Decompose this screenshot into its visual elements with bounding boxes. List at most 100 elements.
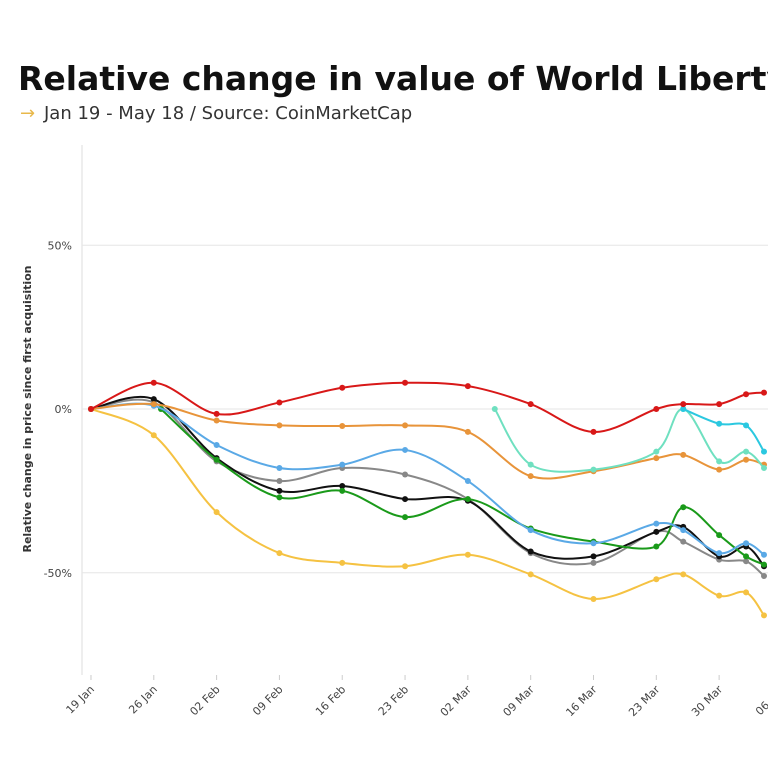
series-point xyxy=(680,571,687,578)
series-point xyxy=(716,401,723,408)
series-point xyxy=(761,612,767,619)
series-point xyxy=(590,428,597,435)
series-point xyxy=(761,448,767,455)
series-point xyxy=(213,442,220,449)
series-point xyxy=(402,422,409,429)
x-tick-label: 16 Feb xyxy=(313,683,348,718)
series-line xyxy=(493,408,765,473)
series-point xyxy=(276,494,283,501)
series-point xyxy=(276,399,283,406)
series-point xyxy=(464,496,471,503)
series-point xyxy=(491,406,498,412)
series-point xyxy=(716,592,723,599)
x-tick-label: 19 Jan xyxy=(64,683,98,717)
series-point xyxy=(150,432,157,439)
series-point xyxy=(150,396,157,403)
series-point xyxy=(276,478,283,485)
series-line xyxy=(90,402,765,480)
series-point xyxy=(213,417,220,424)
series-point xyxy=(716,532,723,539)
series-point xyxy=(527,461,534,468)
subtitle-arrow: → xyxy=(20,103,35,124)
series-point xyxy=(743,391,750,398)
series-point xyxy=(680,401,687,408)
series-point xyxy=(87,406,94,412)
series-point xyxy=(653,448,660,455)
series-point xyxy=(402,496,409,503)
series-point xyxy=(761,573,767,580)
series-line xyxy=(90,381,765,433)
series-point xyxy=(680,406,687,412)
series-point xyxy=(743,456,750,463)
series-point xyxy=(150,401,157,408)
series-point xyxy=(402,514,409,521)
series-point xyxy=(590,559,597,566)
series-point xyxy=(653,406,660,412)
y-tick-label: 50% xyxy=(48,239,72,252)
series-point xyxy=(680,527,687,534)
x-tick-label: 30 Mar xyxy=(689,683,726,720)
series-point xyxy=(680,504,687,511)
series-point xyxy=(761,561,767,568)
series-point xyxy=(213,509,220,516)
series-point xyxy=(761,464,767,471)
series-point xyxy=(716,420,723,427)
series-point xyxy=(590,466,597,473)
x-tick-label: 26 Jan xyxy=(126,683,160,717)
series-point xyxy=(590,540,597,547)
series-point xyxy=(527,527,534,534)
series-point xyxy=(680,451,687,458)
series-point xyxy=(761,551,767,558)
series-point xyxy=(339,384,346,391)
series-point xyxy=(743,448,750,455)
series-point xyxy=(276,487,283,494)
x-tick-label: 16 Mar xyxy=(563,683,600,720)
series-line xyxy=(682,408,765,453)
series-point xyxy=(150,379,157,386)
series-point xyxy=(716,458,723,465)
series-point xyxy=(653,543,660,550)
series-point xyxy=(464,428,471,435)
x-tick-label: 09 Mar xyxy=(501,683,538,720)
x-tick-label: 23 Mar xyxy=(626,683,663,720)
series-point xyxy=(402,471,409,478)
x-tick-label: 09 Feb xyxy=(250,683,285,718)
chart-title: Relative change in value of World Libert… xyxy=(18,59,768,98)
series-point xyxy=(527,401,534,408)
series-point xyxy=(276,464,283,471)
series-point xyxy=(716,550,723,557)
series-point xyxy=(527,548,534,555)
series-point xyxy=(527,473,534,480)
series-point xyxy=(339,487,346,494)
series-point xyxy=(653,520,660,527)
series-point xyxy=(339,482,346,489)
series-point xyxy=(339,461,346,468)
series-point xyxy=(402,446,409,453)
series-point xyxy=(213,456,220,463)
series-point xyxy=(590,553,597,560)
series-point xyxy=(464,551,471,558)
series-point xyxy=(743,422,750,429)
series-point xyxy=(680,538,687,545)
series-line xyxy=(160,408,765,566)
y-tick-label: -50% xyxy=(44,567,72,580)
y-axis-label: Relative change in price since first acq… xyxy=(21,265,34,552)
series-point xyxy=(653,576,660,583)
x-tick-label: 23 Feb xyxy=(376,683,411,718)
series-point xyxy=(743,540,750,547)
series-point xyxy=(339,559,346,566)
series-point xyxy=(743,558,750,565)
series-point xyxy=(527,571,534,578)
y-tick-label: 0% xyxy=(55,403,72,416)
series-point xyxy=(716,466,723,473)
series-point xyxy=(464,383,471,390)
series-point xyxy=(761,389,767,396)
series-point xyxy=(402,563,409,570)
x-tick-label: 02 Mar xyxy=(438,683,475,720)
series-point xyxy=(276,550,283,557)
series-point xyxy=(653,528,660,535)
series-point xyxy=(743,589,750,596)
series-point xyxy=(402,379,409,386)
